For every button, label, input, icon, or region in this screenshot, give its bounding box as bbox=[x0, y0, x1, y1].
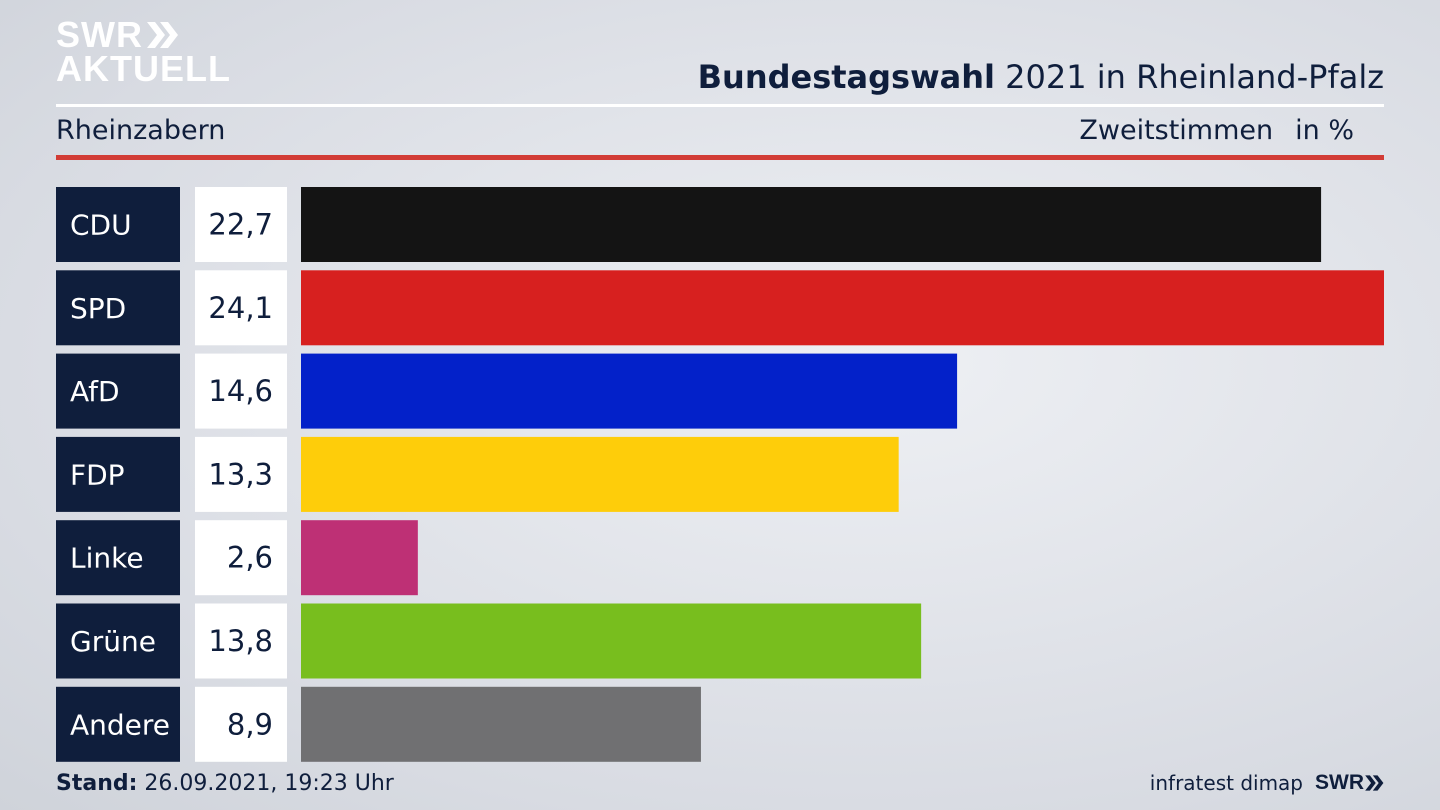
party-label-box bbox=[56, 353, 180, 429]
value-box bbox=[195, 270, 287, 346]
party-label: Andere bbox=[70, 708, 170, 741]
value-box bbox=[195, 520, 287, 596]
source-credit: infratest dimap SWR bbox=[1150, 771, 1384, 795]
logo-line2: AKTUELL bbox=[56, 48, 231, 89]
footer-logo: SWR bbox=[1315, 771, 1384, 795]
bar bbox=[301, 187, 1322, 262]
party-label-box bbox=[56, 270, 180, 346]
title-rest: 2021 in Rheinland-Pfalz bbox=[995, 58, 1384, 96]
value-label: 2,6 bbox=[227, 541, 273, 575]
party-label: Linke bbox=[70, 542, 144, 575]
party-label: Grüne bbox=[70, 625, 156, 658]
bar bbox=[301, 686, 701, 762]
value-label: 24,1 bbox=[208, 291, 273, 325]
unit-text: in % bbox=[1295, 115, 1354, 146]
chart-title: Bundestagswahl 2021 in Rheinland-Pfalz bbox=[698, 58, 1384, 96]
timestamp: Stand: 26.09.2021, 19:23 Uhr bbox=[56, 771, 394, 796]
title-bold: Bundestagswahl bbox=[697, 58, 995, 96]
logo-line1: SWR bbox=[56, 14, 143, 55]
measure-text: Zweitstimmen bbox=[1079, 115, 1274, 146]
party-label-box bbox=[56, 436, 180, 512]
value-box bbox=[195, 353, 287, 429]
bar bbox=[301, 353, 958, 429]
party-label: AfD bbox=[70, 375, 120, 408]
party-label: SPD bbox=[70, 292, 126, 325]
value-label: 8,9 bbox=[227, 707, 273, 741]
bar bbox=[301, 603, 922, 679]
double-chevron-icon bbox=[1365, 775, 1384, 791]
value-box bbox=[195, 436, 287, 512]
double-chevron-icon bbox=[147, 22, 178, 48]
value-box bbox=[195, 603, 287, 679]
footer-logo-text: SWR bbox=[1315, 771, 1364, 794]
party-label: CDU bbox=[70, 209, 132, 242]
value-box bbox=[195, 187, 287, 262]
party-label-box bbox=[56, 603, 180, 679]
party-label: FDP bbox=[70, 458, 125, 491]
value-label: 13,8 bbox=[208, 624, 273, 658]
accent-rule bbox=[56, 155, 1384, 160]
measure-label: Zweitstimmen in % bbox=[1079, 115, 1354, 146]
swr-aktuell-logo: SWR AKTUELL bbox=[56, 14, 231, 89]
value-label: 14,6 bbox=[208, 374, 273, 408]
party-label-box bbox=[56, 187, 180, 262]
value-label: 13,3 bbox=[208, 457, 273, 491]
party-label-box bbox=[56, 520, 180, 596]
bar bbox=[301, 436, 899, 512]
stand-value: 26.09.2021, 19:23 Uhr bbox=[137, 771, 394, 796]
header-divider bbox=[56, 104, 1384, 107]
bar bbox=[301, 270, 1384, 346]
stand-label: Stand: bbox=[56, 771, 138, 796]
bar bbox=[301, 520, 418, 596]
source-label: infratest dimap bbox=[1149, 771, 1303, 795]
value-label: 22,7 bbox=[208, 208, 273, 242]
party-label-box bbox=[56, 686, 180, 762]
region-label: Rheinzabern bbox=[56, 115, 226, 146]
value-box bbox=[195, 686, 287, 762]
